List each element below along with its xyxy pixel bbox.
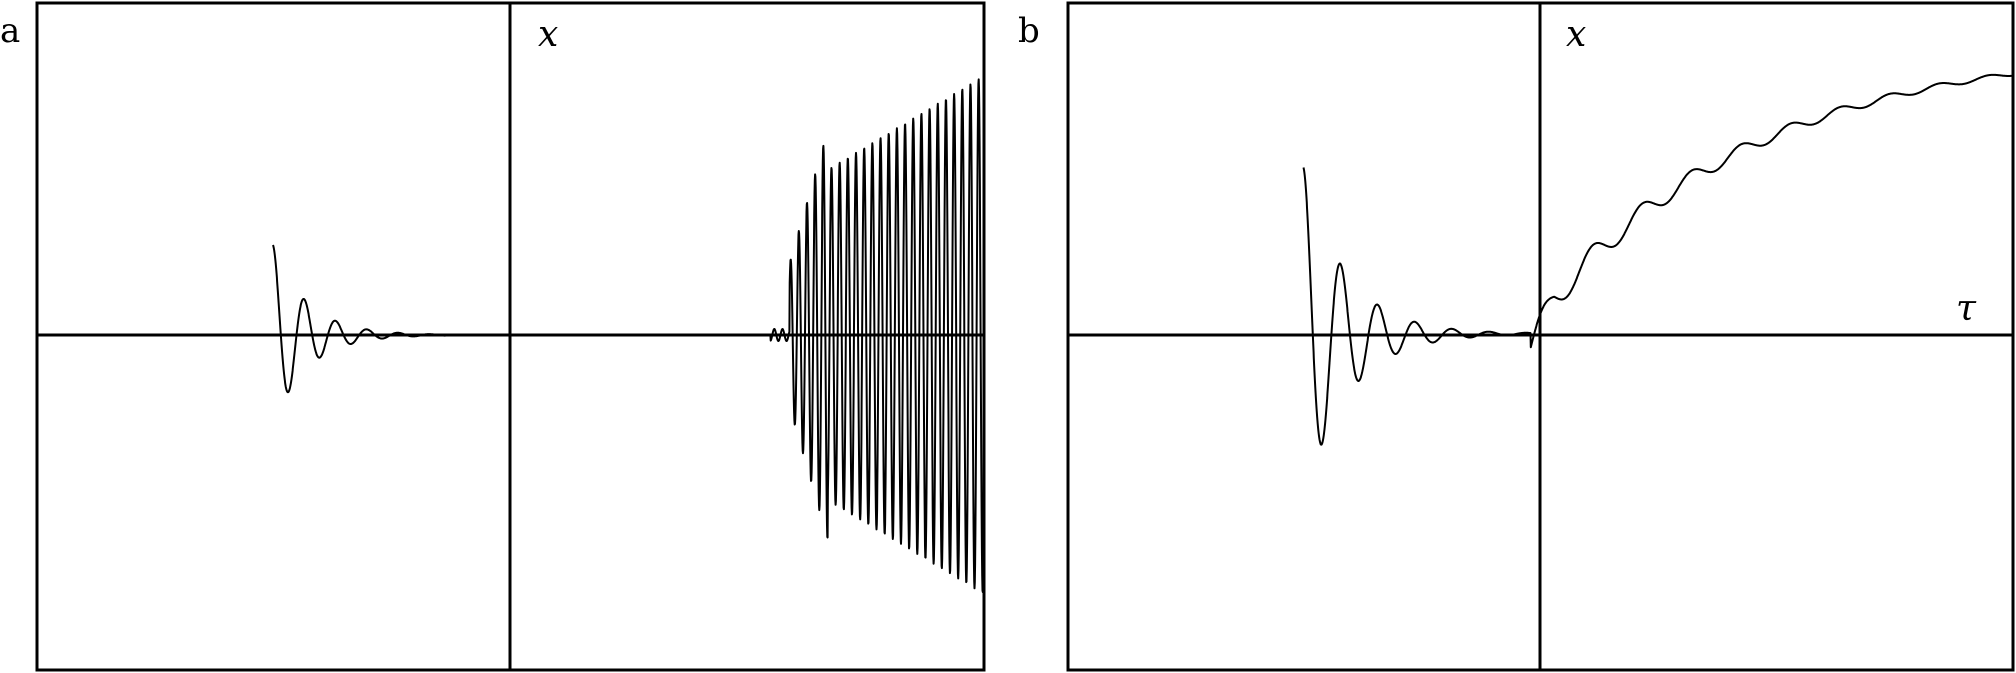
- panel-b: b x τ: [1018, 1, 2015, 672]
- panel-b-series-line: [1302, 73, 2014, 446]
- panel-b-y-axis-label: x: [1566, 14, 1586, 55]
- panel-b-letter: b: [1018, 11, 1040, 51]
- panel-a-letter: a: [0, 11, 20, 51]
- panel-a: a x: [0, 1, 986, 672]
- panel-a-series-line: [272, 78, 985, 593]
- panel-a-y-axis-label: x: [538, 14, 558, 55]
- panel-b-x-axis-label: τ: [1956, 288, 1977, 329]
